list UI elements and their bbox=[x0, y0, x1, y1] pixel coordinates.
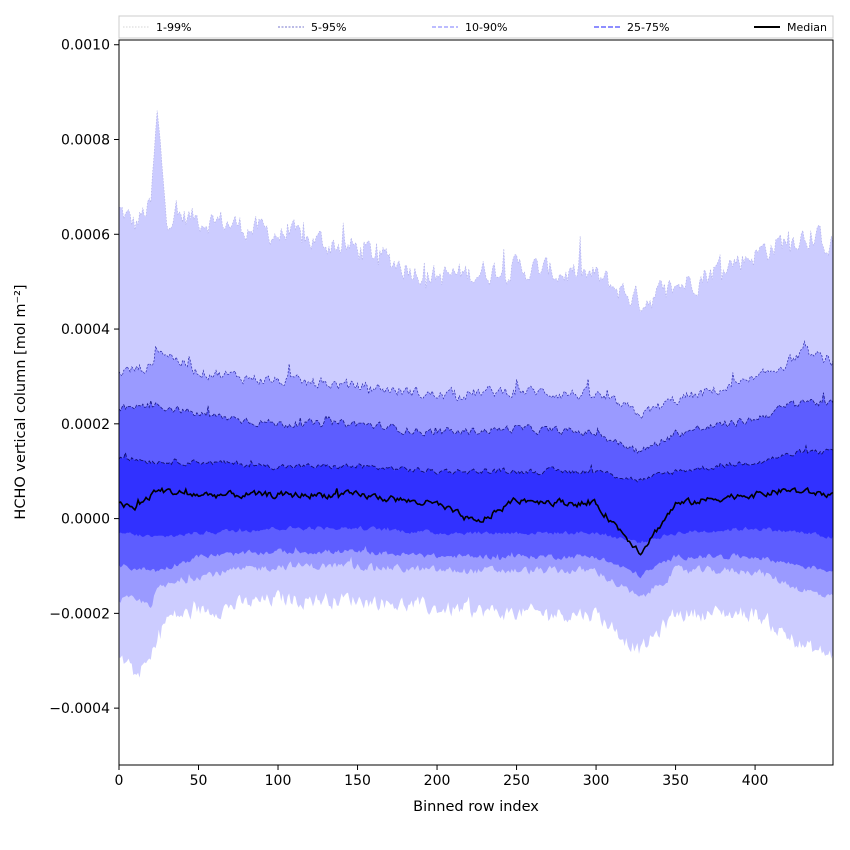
legend-label: 25-75% bbox=[627, 21, 669, 34]
y-axis-label: HCHO vertical column [mol m⁻²] bbox=[13, 284, 29, 519]
y-tick-label: 0.0002 bbox=[61, 417, 110, 433]
percentile-lines bbox=[119, 110, 833, 556]
y-tick-label: 0.0000 bbox=[61, 512, 110, 528]
median-line bbox=[119, 486, 833, 556]
upper-line-p25-p75 bbox=[119, 444, 833, 483]
upper-line-p10-p90 bbox=[119, 392, 833, 454]
upper-line-p05-p95 bbox=[119, 339, 833, 420]
upper-line-p01-p99 bbox=[119, 110, 833, 313]
x-tick-label: 0 bbox=[115, 773, 124, 789]
legend-label: 5-95% bbox=[311, 21, 346, 34]
legend-label: 10-90% bbox=[465, 21, 507, 34]
x-axis: 0 50 100 150 200 250 300 350 400 bbox=[115, 765, 769, 789]
legend: 1-99% 5-95% 10-90% 25-75% Median bbox=[118, 15, 834, 39]
x-tick-label: 300 bbox=[583, 773, 610, 789]
y-axis: −0.0004 −0.0002 0.0000 0.0002 0.0004 0.0006 0.… bbox=[49, 38, 119, 717]
y-tick-label: 0.0006 bbox=[61, 227, 110, 243]
y-tick-label: 0.0010 bbox=[61, 38, 110, 54]
x-tick-label: 50 bbox=[190, 773, 208, 789]
x-tick-label: 400 bbox=[742, 773, 769, 789]
legend-box bbox=[118, 15, 834, 39]
x-tick-label: 100 bbox=[265, 773, 292, 789]
x-tick-label: 200 bbox=[424, 773, 451, 789]
band-p25-p75 bbox=[119, 445, 833, 544]
x-tick-label: 250 bbox=[503, 773, 530, 789]
legend-label: 1-99% bbox=[156, 21, 191, 34]
x-tick-label: 350 bbox=[662, 773, 689, 789]
legend-label: Median bbox=[787, 21, 827, 34]
y-tick-label: 0.0008 bbox=[61, 133, 110, 149]
y-tick-label: −0.0002 bbox=[49, 606, 110, 622]
x-axis-label: Binned row index bbox=[413, 799, 539, 815]
percentile-bands bbox=[119, 110, 833, 678]
y-tick-label: −0.0004 bbox=[49, 701, 110, 717]
y-tick-label: 0.0004 bbox=[61, 322, 110, 338]
plot-frame bbox=[118, 39, 834, 766]
x-tick-label: 150 bbox=[344, 773, 371, 789]
